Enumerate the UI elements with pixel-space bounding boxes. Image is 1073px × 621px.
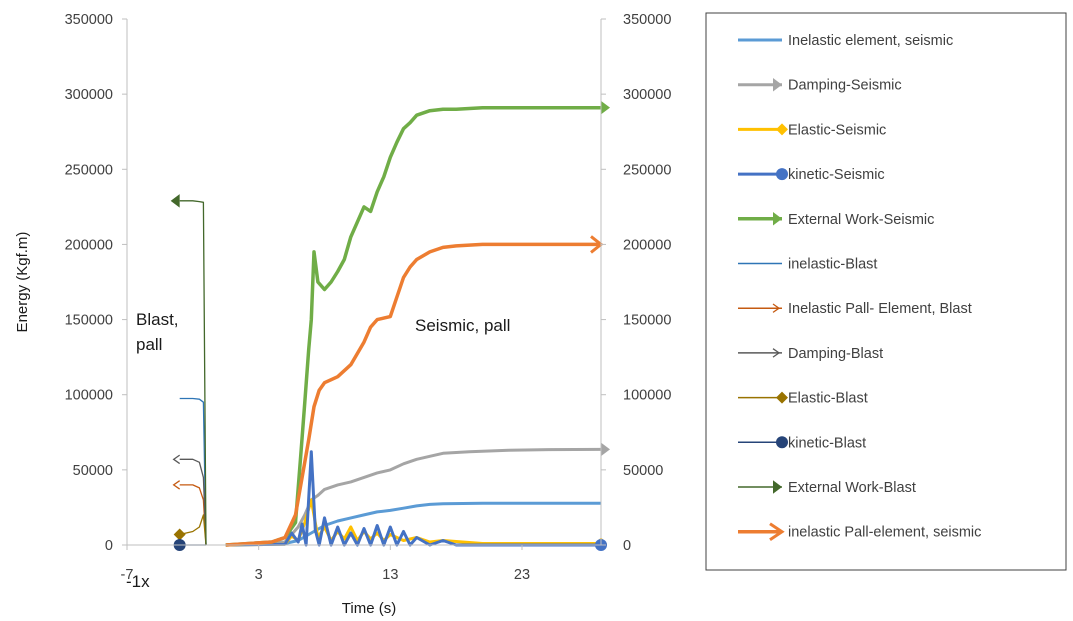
y-tick-label-right: 0 bbox=[623, 538, 631, 554]
legend-label-7: Damping-Blast bbox=[788, 346, 883, 362]
y-tick-label-right: 350000 bbox=[623, 12, 671, 28]
annotation-seismic: Seismic, pall bbox=[415, 316, 510, 335]
annotation-blast-line1: Blast, bbox=[136, 310, 179, 329]
y-tick-label-left: 0 bbox=[105, 538, 113, 554]
legend-swatch-marker-10 bbox=[773, 480, 782, 494]
x-tick-label: 13 bbox=[382, 567, 398, 583]
series-line-11 bbox=[225, 242, 601, 547]
legend-box bbox=[705, 12, 1067, 571]
legend-swatch-marker-2 bbox=[776, 123, 788, 136]
y-axis-title: Energy (Kgf.m) bbox=[14, 232, 31, 333]
series-line-1 bbox=[225, 447, 602, 547]
x-tick-label: -7 bbox=[121, 567, 134, 583]
legend-swatch-marker-7 bbox=[772, 348, 781, 358]
y-tick-label-right: 150000 bbox=[623, 313, 671, 329]
series-line-10 bbox=[179, 200, 207, 546]
series-marker-4 bbox=[601, 100, 610, 115]
x-tick-label: 3 bbox=[255, 567, 263, 583]
series-line-8 bbox=[179, 514, 207, 546]
x-axis-title: Time (s) bbox=[342, 600, 396, 617]
y-tick-label-left: 250000 bbox=[65, 162, 113, 178]
x-tick-label: 23 bbox=[514, 567, 530, 583]
legend-label-4: External Work-Seismic bbox=[788, 212, 934, 228]
y-tick-label-right: 300000 bbox=[623, 87, 671, 103]
y-tick-label-left: 100000 bbox=[65, 388, 113, 404]
x-axis-note: -1x bbox=[126, 572, 150, 591]
y-tick-label-right: 50000 bbox=[623, 463, 663, 479]
legend-label-10: External Work-Blast bbox=[788, 480, 916, 496]
legend-label-1: Damping-Seismic bbox=[788, 78, 902, 94]
legend-label-11: inelastic Pall-element, seismic bbox=[788, 525, 981, 541]
legend-swatch-marker-8 bbox=[776, 391, 788, 404]
legend-label-6: Inelastic Pall- Element, Blast bbox=[788, 301, 972, 317]
legend-label-9: kinetic-Blast bbox=[788, 435, 866, 451]
legend-swatch-marker-3 bbox=[776, 168, 788, 181]
series-marker-8 bbox=[173, 528, 186, 541]
series-line-7 bbox=[179, 458, 207, 546]
legend-swatch-marker-4 bbox=[773, 212, 782, 226]
legend-swatch-marker-1 bbox=[773, 77, 782, 92]
legend-label-2: Elastic-Seismic bbox=[788, 122, 886, 138]
y-tick-label-right: 100000 bbox=[623, 388, 671, 404]
legend: Inelastic element, seismic Damping-Seismi… bbox=[705, 12, 1067, 571]
y-tick-label-left: 200000 bbox=[65, 237, 113, 253]
series-line-5 bbox=[179, 397, 207, 546]
legend-swatch-marker-9 bbox=[776, 436, 788, 449]
legend-label-3: kinetic-Seismic bbox=[788, 167, 885, 183]
plot-axes bbox=[122, 18, 606, 550]
y-tick-label-left: 150000 bbox=[65, 313, 113, 329]
series-line-4 bbox=[225, 105, 601, 547]
y-tick-label-left: 50000 bbox=[73, 463, 113, 479]
series-marker-10 bbox=[170, 194, 180, 208]
legend-label-5: inelastic-Blast bbox=[788, 257, 877, 273]
series-line-3 bbox=[225, 450, 601, 547]
y-tick-label-right: 200000 bbox=[623, 237, 671, 253]
series-marker-6 bbox=[172, 480, 181, 490]
series-marker-1 bbox=[601, 442, 610, 457]
plot-text: 0500001000001500002000002500003000003500… bbox=[14, 12, 671, 617]
legend-label-0: Inelastic element, seismic bbox=[788, 33, 953, 49]
legend-swatch-marker-11 bbox=[769, 522, 785, 541]
y-tick-label-left: 350000 bbox=[65, 12, 113, 28]
y-tick-label-left: 300000 bbox=[65, 87, 113, 103]
y-tick-label-right: 250000 bbox=[623, 162, 671, 178]
legend-swatch-marker-6 bbox=[772, 303, 781, 313]
plot-series bbox=[170, 100, 610, 551]
annotation-blast-line2: pall bbox=[136, 335, 162, 354]
series-marker-7 bbox=[172, 454, 181, 465]
legend-label-8: Elastic-Blast bbox=[788, 391, 868, 407]
